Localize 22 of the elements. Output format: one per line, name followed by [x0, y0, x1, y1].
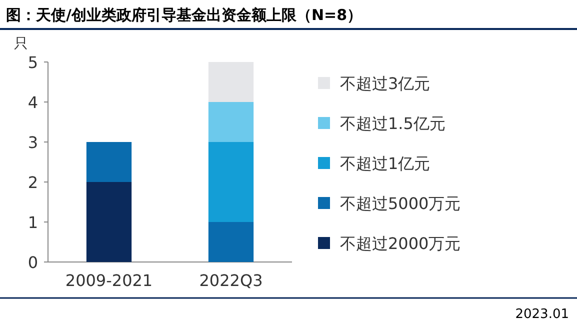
y-tick-label: 4 [28, 93, 38, 112]
bar [208, 142, 254, 222]
text: 2023.01 [515, 307, 569, 322]
y-tick-label: 1 [28, 213, 38, 232]
bar [208, 102, 254, 142]
y-tick-label: 3 [28, 133, 38, 152]
legend-label: 不超过3亿元 [340, 74, 430, 93]
x-tick-label: 2009-2021 [65, 271, 153, 290]
chart-title: 图：天使/创业类政府引导基金出资金额上限（N=8） [6, 6, 362, 24]
legend-label: 不超过1.5亿元 [340, 114, 446, 133]
legend-label: 不超过5000万元 [340, 194, 461, 213]
y-tick-label: 0 [28, 253, 38, 272]
bar [86, 182, 132, 262]
legend-label: 不超过1亿元 [340, 154, 430, 173]
y-tick-label: 5 [28, 53, 38, 72]
bar [208, 222, 254, 262]
bar [208, 62, 254, 102]
legend-label: 不超过2000万元 [340, 234, 461, 253]
y-axis-title: 只 [14, 36, 28, 52]
bar [86, 142, 132, 182]
x-tick-label: 2022Q3 [199, 271, 263, 290]
y-tick-label: 2 [28, 173, 38, 192]
